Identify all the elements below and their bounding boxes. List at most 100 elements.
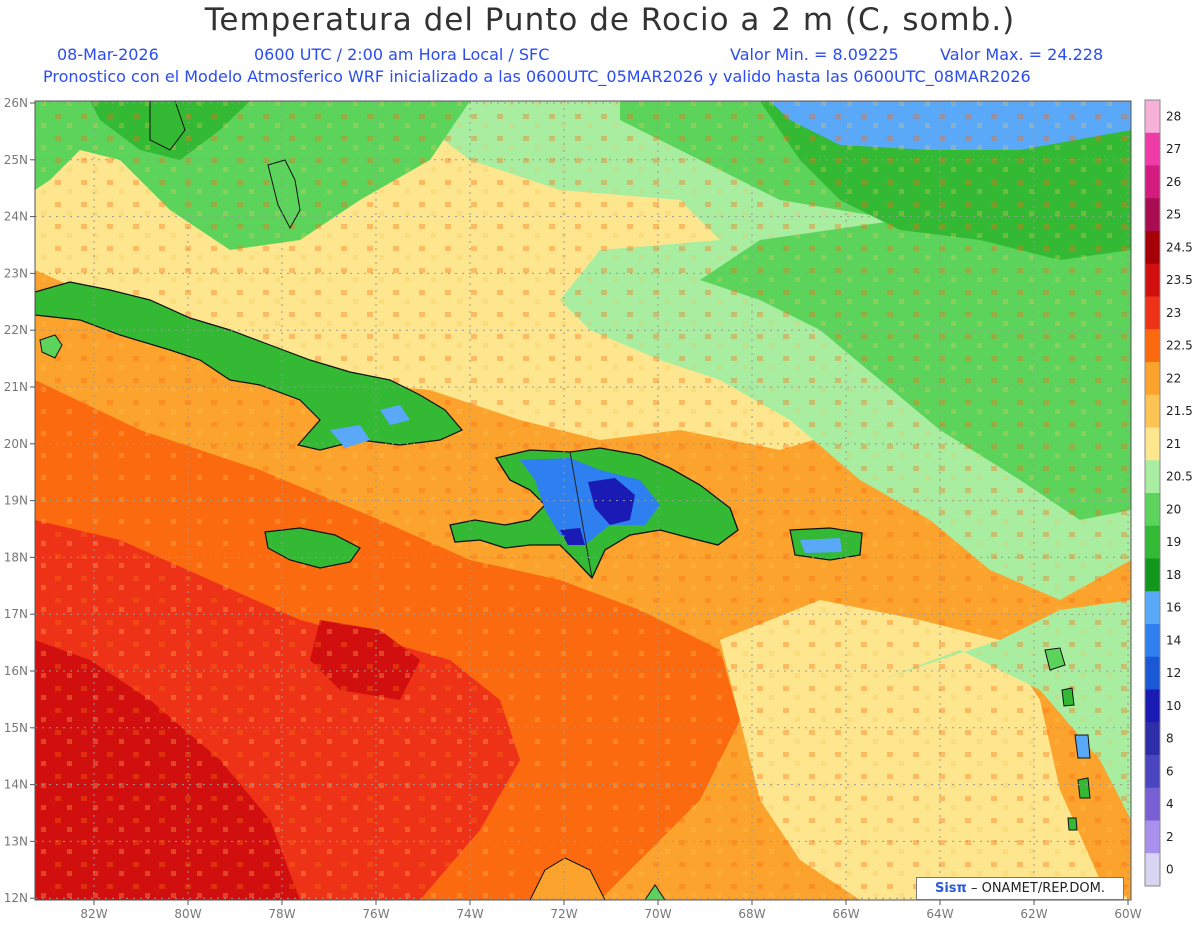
lon-label: 76W — [362, 907, 389, 921]
colorbar-swatch — [1145, 558, 1160, 592]
colorbar-swatch — [1145, 820, 1160, 854]
colorbar-label: 24.5 — [1166, 240, 1193, 254]
colorbar-label: 20 — [1166, 502, 1181, 516]
lat-label: 20N — [4, 437, 28, 451]
lat-label: 23N — [4, 266, 28, 280]
colorbar-swatch — [1145, 689, 1160, 723]
colorbar: 2827262524.523.52322.52221.52120.5201918… — [1144, 99, 1193, 887]
lon-label: 72W — [550, 907, 577, 921]
colorbar-swatch — [1145, 755, 1160, 789]
colorbar-label: 12 — [1166, 666, 1181, 680]
lat-axis: 26N 25N 24N 23N 22N 21N 20N 19N 18N 17N 16N 15N 14N 1… — [4, 96, 35, 905]
lon-label: 82W — [80, 907, 107, 921]
puerto-rico-blue — [800, 538, 842, 553]
colorbar-label: 23 — [1166, 306, 1181, 320]
colorbar-label: 26 — [1166, 175, 1181, 189]
colorbar-label: 2 — [1166, 830, 1174, 844]
min-value: Valor Min. = 8.09225 — [730, 45, 899, 64]
lon-label: 74W — [456, 907, 483, 921]
florida — [149, 101, 186, 151]
colorbar-label: 4 — [1166, 797, 1174, 811]
lat-label: 24N — [4, 210, 28, 224]
colorbar-swatch — [1145, 525, 1160, 559]
colorbar-swatch — [1145, 591, 1160, 625]
colorbar-swatch — [1145, 722, 1160, 756]
lat-label: 17N — [4, 607, 28, 621]
lat-label: 16N — [4, 664, 28, 678]
colorbar-swatch — [1145, 165, 1160, 199]
lon-label: 68W — [738, 907, 765, 921]
colorbar-label: 8 — [1166, 732, 1174, 746]
colorbar-label: 16 — [1166, 601, 1181, 615]
lon-axis: 82W 80W 78W 76W 74W 72W 70W 68W 66W 64W 62W 60W — [80, 900, 1142, 921]
curacao — [644, 884, 666, 900]
lon-label: 64W — [926, 907, 953, 921]
st-vincent — [1067, 817, 1078, 831]
credit-text: – ONAMET/REP.DOM. — [970, 881, 1105, 896]
colorbar-label: 25 — [1166, 208, 1181, 222]
colorbar-frame — [1144, 99, 1161, 887]
martinique — [1074, 734, 1091, 759]
isla-juventud — [39, 334, 63, 359]
colorbar-label: 20.5 — [1166, 470, 1193, 484]
lat-label: 14N — [4, 778, 28, 792]
lat-label: 22N — [4, 323, 28, 337]
colorbar-swatch — [1145, 787, 1160, 821]
lon-label: 80W — [174, 907, 201, 921]
hispaniola-dark-blue-2 — [560, 528, 585, 545]
lon-label: 78W — [268, 907, 295, 921]
colorbar-label: 27 — [1166, 142, 1181, 156]
colorbar-swatch — [1145, 100, 1160, 134]
colorbar-swatch — [1145, 362, 1160, 396]
guadeloupe — [1044, 647, 1066, 671]
dominica — [1061, 687, 1075, 707]
jamaica — [264, 527, 361, 569]
hispaniola-blue — [520, 458, 660, 545]
colorbar-swatch — [1145, 394, 1160, 428]
colorbar-swatch — [1145, 624, 1160, 658]
map-title: Temperatura del Punto de Rocio a 2 m (C,… — [204, 2, 1016, 38]
colorbar-label: 6 — [1166, 764, 1174, 778]
forecast-date: 08-Mar-2026 — [57, 45, 159, 64]
lat-label: 25N — [4, 153, 28, 167]
graticule — [35, 101, 1131, 900]
colorbar-swatch — [1145, 231, 1160, 265]
lon-label: 66W — [832, 907, 859, 921]
hispaniola-dark-blue — [588, 478, 635, 525]
colorbar-label: 23.5 — [1166, 273, 1193, 287]
colorbar-label: 19 — [1166, 535, 1181, 549]
colorbar-swatch — [1145, 493, 1160, 527]
forecast-time: 0600 UTC / 2:00 am Hora Local / SFC — [254, 45, 550, 64]
lat-label: 21N — [4, 380, 28, 394]
colorbar-swatch — [1145, 460, 1160, 494]
colorbar-swatch — [1145, 656, 1160, 690]
colorbar-label: 21 — [1166, 437, 1181, 451]
lon-label: 70W — [644, 907, 671, 921]
colorbar-label: 21.5 — [1166, 404, 1193, 418]
colorbar-swatch — [1145, 132, 1160, 166]
cuba-blue-patch-2 — [380, 405, 410, 425]
lat-label: 15N — [4, 721, 28, 735]
lat-label: 13N — [4, 834, 28, 848]
colorbar-label: 22 — [1166, 371, 1181, 385]
lon-label: 60W — [1114, 907, 1141, 921]
colorbar-swatch — [1145, 853, 1160, 887]
credit-brand: Sisπ — [934, 881, 967, 896]
colorbar-swatch — [1145, 329, 1160, 363]
max-value: Valor Max. = 24.228 — [940, 45, 1104, 64]
cuba — [35, 281, 463, 451]
colorbar-swatch — [1145, 427, 1160, 461]
colorbar-label: 22.5 — [1166, 339, 1193, 353]
andros-island — [267, 159, 301, 230]
colorbar-swatch — [1145, 198, 1160, 232]
model-info: Pronostico con el Modelo Atmosferico WRF… — [43, 67, 1031, 86]
colorbar-swatch — [1145, 263, 1160, 297]
lat-label: 12N — [4, 891, 28, 905]
colorbar-label: 28 — [1166, 109, 1181, 123]
colorbar-label: 10 — [1166, 699, 1181, 713]
lat-label: 18N — [4, 550, 28, 564]
colorbar-label: 18 — [1166, 568, 1181, 582]
credit-box: Sisπ – ONAMET/REP.DOM. — [916, 877, 1124, 900]
colorbar-label: 14 — [1166, 633, 1181, 647]
